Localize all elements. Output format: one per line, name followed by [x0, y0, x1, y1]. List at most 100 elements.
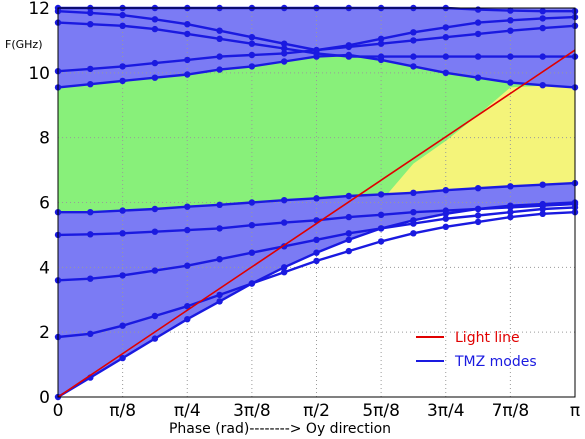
x-tick-label: π/8 — [109, 401, 136, 421]
mode-point — [87, 21, 93, 27]
x-tick-label: 5π/8 — [362, 401, 400, 421]
x-tick-label: π/4 — [174, 401, 201, 421]
mode-point — [152, 16, 158, 22]
x-tick-label: 3π/4 — [427, 401, 465, 421]
mode-point — [410, 37, 416, 43]
mode-point — [216, 53, 222, 59]
mode-point — [119, 78, 125, 84]
mode-point — [410, 53, 416, 59]
mode-point — [184, 31, 190, 37]
mode-point — [540, 82, 546, 88]
mode-point — [443, 216, 449, 222]
mode-point — [475, 6, 481, 12]
mode-point — [443, 207, 449, 213]
mode-point — [443, 224, 449, 230]
y-axis-label: F(GHz) — [5, 38, 42, 51]
mode-point — [540, 8, 546, 14]
mode-point — [87, 331, 93, 337]
legend-label: TMZ modes — [454, 354, 537, 370]
mode-point — [410, 220, 416, 226]
mode-point — [378, 212, 384, 218]
mode-point — [119, 272, 125, 278]
mode-point — [346, 214, 352, 220]
mode-point — [216, 28, 222, 34]
y-tick-labels: 0 2 4 6 8 10 12 — [28, 0, 50, 408]
mode-point — [216, 202, 222, 208]
mode-point — [443, 34, 449, 40]
mode-point — [152, 267, 158, 273]
mode-point — [410, 190, 416, 196]
mode-point — [475, 53, 481, 59]
x-tick-label: 0 — [53, 401, 64, 421]
mode-point — [475, 219, 481, 225]
mode-point — [249, 222, 255, 228]
mode-point — [184, 57, 190, 63]
mode-point — [152, 335, 158, 341]
mode-point — [281, 41, 287, 47]
mode-point — [475, 19, 481, 25]
mode-point — [313, 250, 319, 256]
legend-label: Light line — [455, 330, 520, 346]
mode-point — [281, 219, 287, 225]
x-tick-label: 3π/8 — [233, 401, 271, 421]
mode-point — [249, 250, 255, 256]
y-tick-label: 2 — [39, 323, 50, 343]
mode-point — [184, 204, 190, 210]
y-tick-label: 6 — [39, 194, 50, 214]
mode-point — [184, 263, 190, 269]
mode-point — [346, 53, 352, 59]
mode-point — [87, 209, 93, 215]
mode-point — [410, 209, 416, 215]
mode-point — [249, 63, 255, 69]
mode-point — [443, 24, 449, 30]
x-tick-label: 7π/8 — [492, 401, 530, 421]
mode-point — [378, 238, 384, 244]
x-tick-label: π/2 — [303, 401, 330, 421]
mode-point — [346, 193, 352, 199]
mode-point — [475, 31, 481, 37]
mode-point — [87, 276, 93, 282]
y-tick-label: 0 — [39, 388, 50, 408]
x-tick-labels: 0 π/8 π/4 3π/8 π/2 5π/8 3π/4 7π/8 π — [53, 401, 581, 421]
mode-point — [249, 52, 255, 58]
mode-point — [475, 206, 481, 212]
mode-point — [346, 230, 352, 236]
mode-point — [184, 71, 190, 77]
mode-point — [281, 197, 287, 203]
mode-point — [152, 75, 158, 81]
mode-point — [475, 212, 481, 218]
mode-point — [346, 237, 352, 243]
mode-point — [216, 298, 222, 304]
mode-point — [378, 53, 384, 59]
mode-point — [216, 256, 222, 262]
mode-point — [152, 206, 158, 212]
mode-point — [507, 183, 513, 189]
mode-point — [410, 63, 416, 69]
mode-point — [443, 70, 449, 76]
mode-point — [410, 29, 416, 35]
mode-point — [119, 23, 125, 29]
mode-point — [346, 42, 352, 48]
mode-point — [507, 28, 513, 34]
mode-point — [281, 58, 287, 64]
x-tick-label: π — [570, 401, 580, 421]
mode-point — [313, 47, 319, 53]
mode-point — [119, 207, 125, 213]
mode-point — [540, 182, 546, 188]
mode-point — [216, 66, 222, 72]
mode-point — [378, 36, 384, 42]
mode-point — [313, 258, 319, 264]
mode-point — [540, 15, 546, 21]
mode-point — [378, 225, 384, 231]
mode-point — [540, 25, 546, 31]
mode-point — [313, 237, 319, 243]
mode-point — [249, 41, 255, 47]
mode-point — [184, 316, 190, 322]
mode-point — [216, 292, 222, 298]
mode-point — [249, 34, 255, 40]
mode-point — [507, 204, 513, 210]
mode-point — [475, 75, 481, 81]
mode-point — [216, 36, 222, 42]
mode-point — [540, 203, 546, 209]
